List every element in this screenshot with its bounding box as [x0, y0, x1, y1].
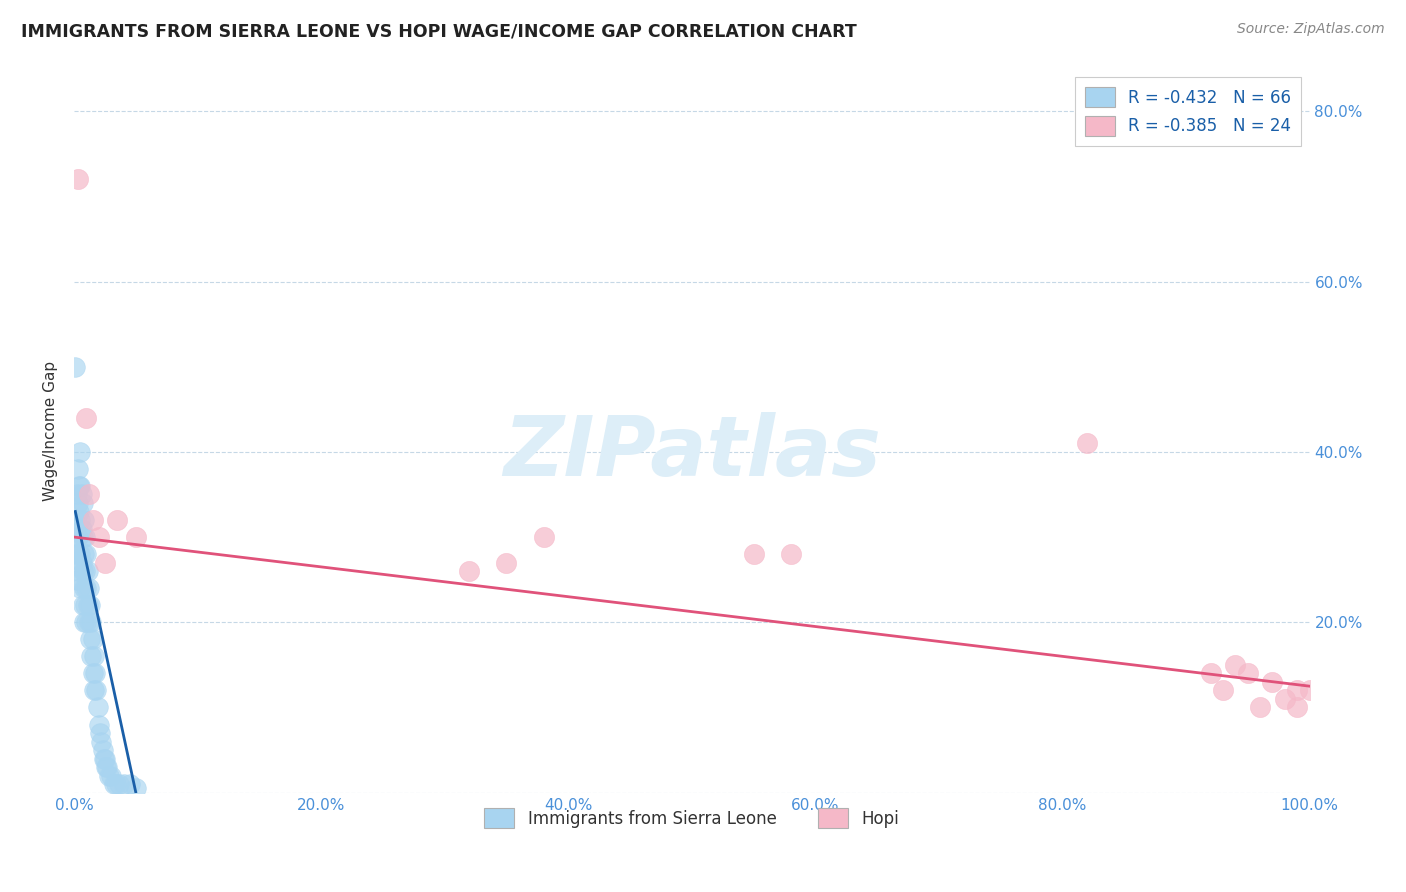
Point	[67, 547, 90, 561]
Point	[91, 743, 114, 757]
Point	[87, 717, 110, 731]
Point	[66, 172, 89, 186]
Point	[1225, 657, 1247, 672]
Legend: Immigrants from Sierra Leone, Hopi: Immigrants from Sierra Leone, Hopi	[478, 801, 905, 835]
Point	[1236, 666, 1258, 681]
Point	[69, 547, 91, 561]
Point	[96, 760, 118, 774]
Point	[83, 683, 105, 698]
Point	[66, 530, 89, 544]
Point	[90, 734, 112, 748]
Point	[72, 564, 94, 578]
Point	[1274, 692, 1296, 706]
Point	[103, 777, 125, 791]
Point	[77, 615, 100, 630]
Point	[1249, 700, 1271, 714]
Point	[73, 513, 96, 527]
Point	[89, 726, 111, 740]
Point	[65, 530, 87, 544]
Point	[79, 599, 101, 613]
Point	[105, 777, 128, 791]
Point	[1212, 683, 1234, 698]
Point	[1298, 683, 1320, 698]
Point	[65, 573, 87, 587]
Point	[70, 556, 93, 570]
Point	[86, 700, 108, 714]
Point	[742, 547, 765, 561]
Point	[77, 487, 100, 501]
Point	[1286, 683, 1309, 698]
Point	[75, 615, 97, 630]
Point	[93, 751, 115, 765]
Point	[76, 564, 98, 578]
Point	[66, 496, 89, 510]
Point	[80, 649, 103, 664]
Point	[118, 777, 141, 791]
Point	[105, 513, 128, 527]
Point	[87, 530, 110, 544]
Point	[66, 462, 89, 476]
Point	[83, 649, 105, 664]
Point	[1199, 666, 1222, 681]
Point	[69, 479, 91, 493]
Text: Source: ZipAtlas.com: Source: ZipAtlas.com	[1237, 22, 1385, 37]
Point	[107, 777, 129, 791]
Point	[75, 547, 97, 561]
Point	[65, 547, 87, 561]
Point	[94, 556, 117, 570]
Point	[77, 581, 100, 595]
Point	[65, 359, 87, 374]
Point	[72, 530, 94, 544]
Point	[495, 556, 517, 570]
Point	[72, 496, 94, 510]
Point	[69, 445, 91, 459]
Point	[458, 564, 481, 578]
Point	[75, 599, 97, 613]
Point	[82, 632, 104, 647]
Point	[80, 615, 103, 630]
Point	[1261, 674, 1284, 689]
Point	[1286, 700, 1309, 714]
Point	[125, 530, 148, 544]
Point	[65, 513, 87, 527]
Text: ZIPatlas: ZIPatlas	[503, 412, 880, 492]
Point	[70, 487, 93, 501]
Point	[67, 504, 90, 518]
Point	[75, 581, 97, 595]
Point	[82, 513, 104, 527]
Point	[1076, 436, 1098, 450]
Point	[533, 530, 555, 544]
Point	[69, 513, 91, 527]
Point	[84, 666, 107, 681]
Point	[97, 769, 120, 783]
Point	[65, 487, 87, 501]
Point	[96, 760, 118, 774]
Point	[94, 751, 117, 765]
Y-axis label: Wage/Income Gap: Wage/Income Gap	[44, 360, 58, 500]
Point	[70, 522, 93, 536]
Point	[67, 479, 90, 493]
Point	[779, 547, 801, 561]
Point	[79, 632, 101, 647]
Point	[75, 410, 97, 425]
Point	[112, 777, 135, 791]
Point	[66, 564, 89, 578]
Point	[86, 683, 108, 698]
Point	[125, 781, 148, 796]
Point	[100, 769, 122, 783]
Point	[73, 581, 96, 595]
Point	[72, 599, 94, 613]
Point	[73, 547, 96, 561]
Point	[75, 530, 97, 544]
Point	[82, 666, 104, 681]
Point	[75, 564, 97, 578]
Point	[73, 615, 96, 630]
Point	[69, 581, 91, 595]
Point	[76, 599, 98, 613]
Text: IMMIGRANTS FROM SIERRA LEONE VS HOPI WAGE/INCOME GAP CORRELATION CHART: IMMIGRANTS FROM SIERRA LEONE VS HOPI WAG…	[21, 22, 856, 40]
